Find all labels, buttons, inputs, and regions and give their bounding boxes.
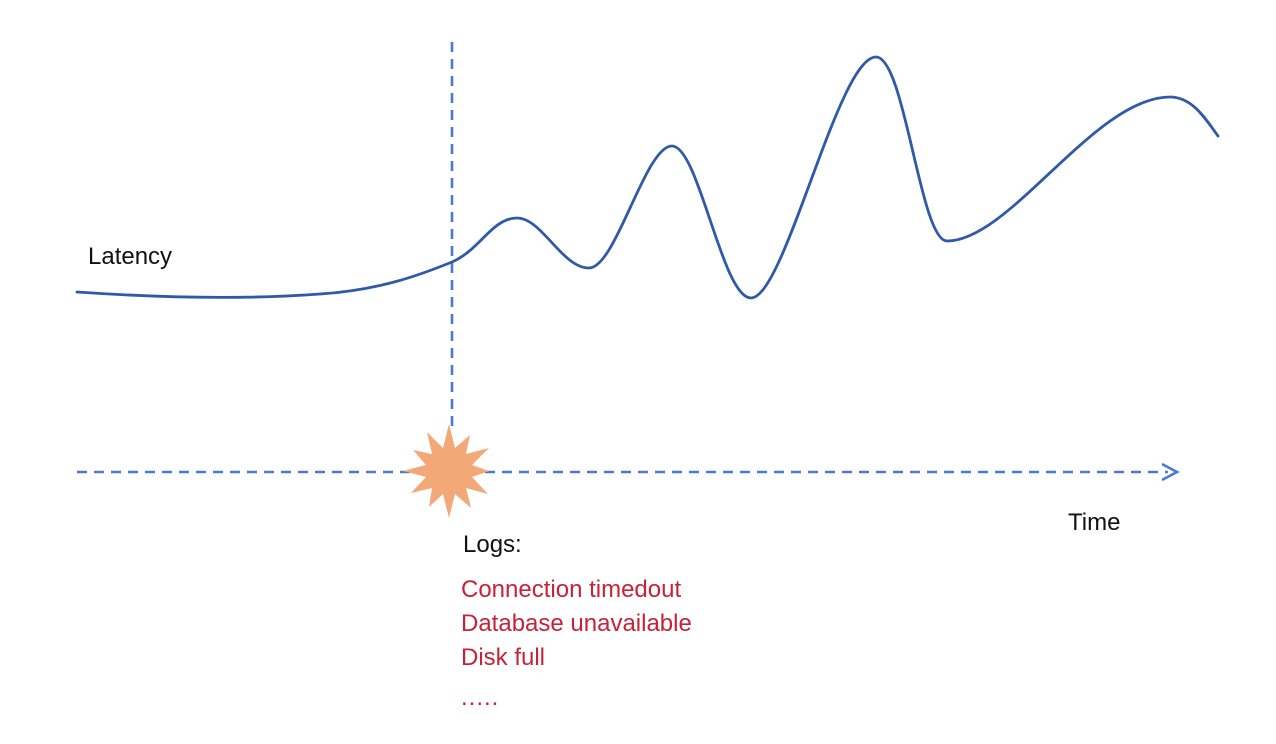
latency-axis-label: Latency (88, 243, 173, 270)
log-entries-list: Connection timedout Database unavailable… (461, 573, 692, 715)
time-axis-label: Time (1068, 509, 1121, 536)
log-entry: Connection timedout (461, 576, 682, 603)
log-entry-ellipsis: ..... (461, 684, 500, 711)
log-entry: Database unavailable (461, 610, 692, 637)
logs-title: Logs: (463, 531, 522, 558)
time-axis-arrow-icon (1161, 462, 1180, 482)
latency-curve (75, 55, 1220, 300)
explosion-starburst-icon (403, 424, 489, 518)
log-entry: Disk full (461, 644, 546, 671)
